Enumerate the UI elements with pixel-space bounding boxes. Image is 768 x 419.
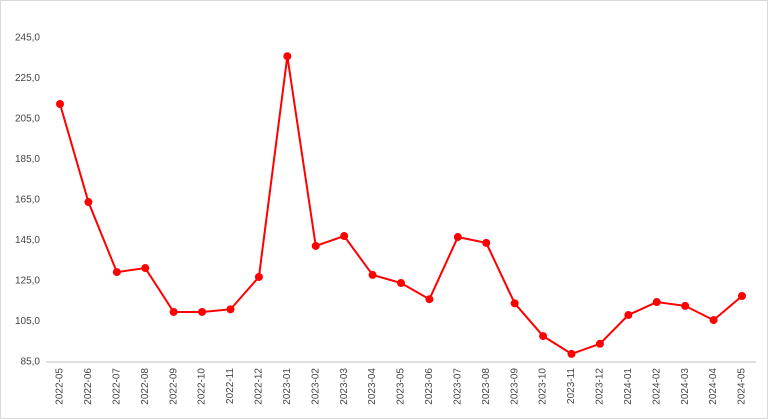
x-tick-label: 2023-09 [509, 368, 520, 405]
data-point [368, 270, 377, 279]
data-point [198, 307, 207, 316]
x-tick-label: 2022-09 [168, 368, 179, 405]
data-point [283, 52, 292, 61]
x-tick-label: 2023-12 [595, 368, 606, 405]
data-point [56, 100, 64, 109]
x-tick-label: 2022-06 [83, 368, 94, 405]
data-point [84, 198, 93, 207]
data-point [709, 316, 718, 325]
data-point [567, 349, 576, 358]
y-tick-label: 185,0 [15, 154, 40, 165]
x-tick-label: 2022-08 [140, 368, 151, 405]
data-point [681, 301, 690, 310]
x-tick-label: 2022-05 [55, 368, 66, 405]
data-point [624, 311, 633, 320]
x-tick-label: 2023-06 [424, 368, 435, 405]
x-tick-label: 2023-03 [339, 368, 350, 405]
data-point [738, 291, 746, 300]
data-point [254, 272, 263, 281]
x-tick-label: 2024-02 [651, 368, 662, 405]
x-tick-label: 2022-07 [111, 368, 122, 405]
data-point [539, 332, 548, 341]
x-tick-label: 2024-04 [708, 368, 719, 405]
data-point [482, 238, 491, 247]
x-tick-label: 2022-12 [254, 368, 265, 405]
x-tick-label: 2023-11 [566, 368, 577, 404]
x-tick-label: 2024-01 [623, 368, 634, 405]
data-point [226, 305, 235, 314]
y-tick-label: 245,0 [15, 33, 40, 44]
data-point [340, 232, 349, 241]
data-point [311, 241, 320, 250]
data-point [453, 233, 462, 242]
x-tick-label: 2024-05 [737, 368, 748, 405]
x-tick-label: 2023-02 [310, 368, 321, 405]
x-tick-label: 2023-01 [282, 368, 293, 405]
data-point [595, 339, 604, 348]
x-tick-label: 2023-10 [538, 368, 549, 405]
data-point [141, 264, 150, 273]
y-tick-label: 145,0 [15, 235, 40, 246]
data-point [425, 295, 434, 304]
y-tick-label: 165,0 [15, 195, 40, 206]
data-point [112, 268, 121, 277]
x-tick-label: 2023-08 [481, 368, 492, 405]
data-point [510, 299, 519, 308]
x-tick-label: 2023-07 [452, 368, 463, 405]
y-tick-label: 105,0 [15, 316, 40, 327]
y-tick-label: 125,0 [15, 276, 40, 287]
x-tick-label: 2023-05 [396, 368, 407, 405]
y-tick-label: 205,0 [15, 114, 40, 125]
y-tick-label: 225,0 [15, 73, 40, 84]
x-tick-label: 2022-11 [225, 368, 236, 404]
y-tick-label: 85,0 [21, 357, 41, 368]
x-tick-label: 2022-10 [197, 368, 208, 405]
data-point [169, 307, 178, 316]
x-tick-label: 2024-03 [680, 368, 691, 405]
data-point [652, 298, 661, 307]
x-tick-label: 2023-04 [367, 368, 378, 405]
data-point [397, 279, 405, 288]
